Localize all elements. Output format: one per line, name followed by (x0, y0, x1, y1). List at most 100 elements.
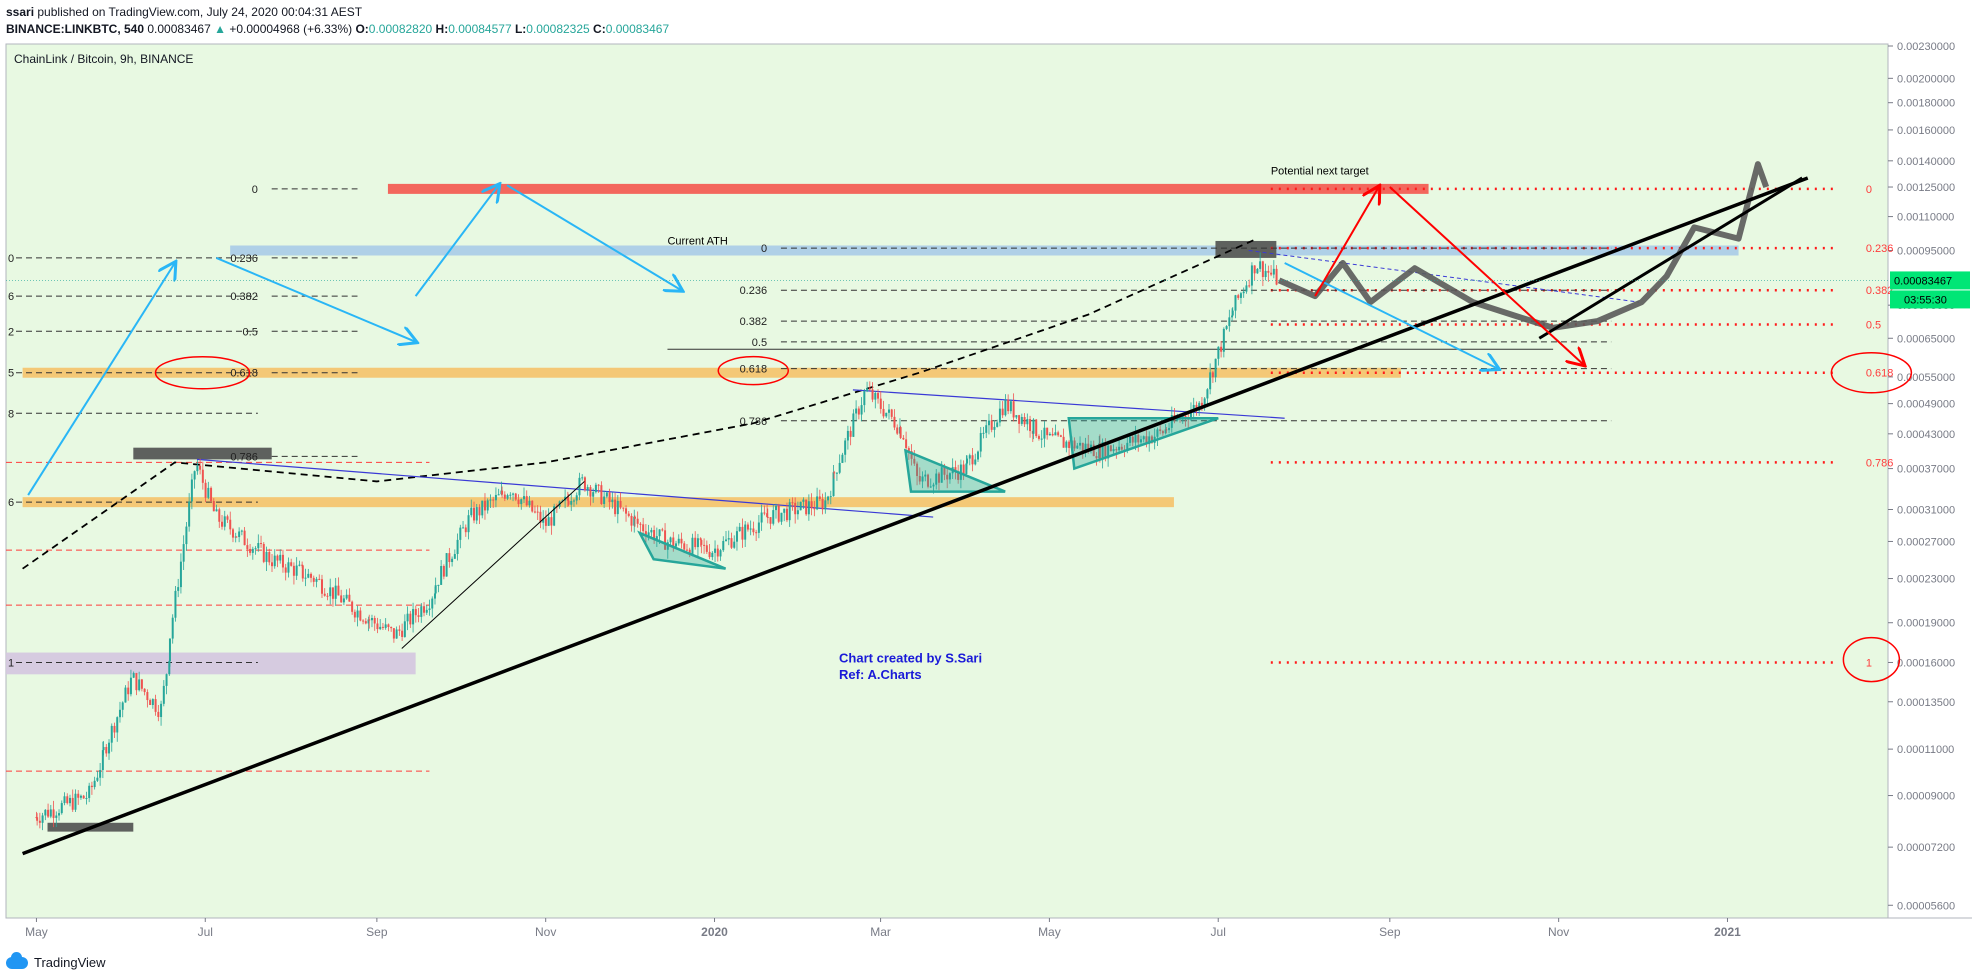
countdown-label: 03:55:30 (1904, 294, 1947, 306)
candle-body (913, 458, 916, 464)
candle-body (536, 511, 539, 513)
candle-body (348, 594, 351, 602)
x-tick-label: Sep (366, 925, 388, 939)
candle-body (425, 609, 428, 613)
candle-body (135, 673, 138, 691)
zone-orange2 (22, 497, 1174, 508)
x-tick-label: Sep (1379, 925, 1401, 939)
chart-header: ssari published on TradingView.com, July… (0, 0, 1972, 44)
y-tick-label: 0.00023000 (1897, 574, 1955, 586)
candle-body (893, 416, 896, 428)
candle-body (295, 565, 298, 576)
candle-body (1134, 434, 1137, 443)
candle-body (885, 412, 888, 417)
fib-left-label: 0.236 (230, 253, 258, 265)
candle-body (1222, 328, 1225, 352)
channel-line (196, 458, 934, 518)
candle-body (231, 529, 234, 538)
candle-body (238, 531, 241, 538)
candle-body (566, 496, 569, 501)
candle-body (841, 454, 844, 463)
candle-body (243, 530, 246, 546)
price-chart[interactable]: ChainLink / Bitcoin, 9h, BINANCE 0.002300… (0, 0, 1972, 950)
candle-body (630, 515, 633, 526)
candle-body (1239, 293, 1242, 298)
x-tick-label: Jul (1211, 925, 1226, 939)
edge-fib-label: 1 (8, 657, 14, 669)
candle-body (572, 500, 575, 502)
candle-body (877, 392, 880, 399)
cloud-icon (6, 951, 28, 969)
candle-body (517, 499, 520, 505)
fib-left-label: 0.382 (230, 291, 258, 303)
candle-body (799, 501, 802, 511)
candle-body (151, 699, 154, 705)
minor-trendline (401, 481, 585, 649)
fib-mid-label: 0.5 (752, 337, 767, 349)
candle-body (171, 617, 174, 639)
candle-body (832, 472, 835, 497)
candle-body (414, 609, 417, 616)
close-value: 0.00083467 (605, 22, 670, 36)
triangle-pattern (1067, 416, 1219, 471)
candle-body (757, 522, 760, 533)
author-name[interactable]: ssari (6, 5, 35, 19)
candle-body (63, 796, 66, 804)
candle-body (345, 594, 348, 599)
candle-body (946, 474, 949, 480)
tradingview-logo[interactable]: TradingView (6, 951, 106, 970)
candle-body (326, 595, 329, 597)
fib-right-label: 0.382 (1866, 285, 1894, 297)
candle-body (190, 479, 193, 502)
open-label: O: (355, 22, 369, 36)
candle-body (301, 565, 304, 579)
candle-body (337, 585, 340, 596)
open-value: 0.00082820 (368, 22, 433, 36)
candle-body (1261, 261, 1264, 278)
candle-body (1065, 441, 1068, 448)
candle-body (284, 567, 287, 573)
candle-body (777, 505, 780, 522)
candle-body (475, 507, 478, 521)
symbol-label[interactable]: BINANCE:LINKBTC, 540 (6, 22, 145, 36)
candle-body (719, 550, 722, 557)
candle-body (1264, 270, 1267, 278)
candle-body (962, 464, 965, 475)
red-down-arrow (1389, 186, 1584, 365)
y-tick-label: 0.00140000 (1897, 156, 1955, 168)
candle-body (655, 536, 658, 541)
candle-body (403, 621, 406, 637)
candle-body (201, 469, 204, 483)
candle-body (279, 554, 282, 561)
edge-fib-label: 0 (8, 253, 14, 265)
candle-body (614, 499, 617, 515)
candle-body (323, 593, 326, 596)
candle-body (639, 523, 642, 525)
candle-body (760, 512, 763, 523)
last-price: 0.00083467 (147, 22, 211, 36)
candle-body (1068, 441, 1071, 448)
chart-frame (5, 43, 1889, 919)
candle-body (1043, 427, 1046, 439)
candle-body (271, 562, 274, 567)
candle-body (664, 530, 667, 550)
candle-body (708, 551, 711, 558)
candle-body (124, 687, 127, 703)
candle-body (658, 529, 661, 537)
candle-body (320, 579, 323, 594)
candle-body (364, 621, 367, 624)
candle-body (376, 623, 379, 630)
y-tick-label: 0.00160000 (1897, 125, 1955, 137)
candle-body (586, 487, 589, 491)
candle-body (669, 537, 672, 543)
candle-body (772, 510, 775, 524)
fib-left-label: 0.786 (230, 451, 258, 463)
candle-body (1001, 408, 1004, 416)
y-tick-label: 0.00027000 (1897, 536, 1955, 548)
candle-body (608, 492, 611, 503)
candle-body (1046, 427, 1049, 436)
main-trendline (21, 176, 1809, 856)
candle-body (616, 500, 619, 515)
candle-body (55, 815, 58, 818)
y-tick-label: 0.00013500 (1897, 697, 1955, 709)
